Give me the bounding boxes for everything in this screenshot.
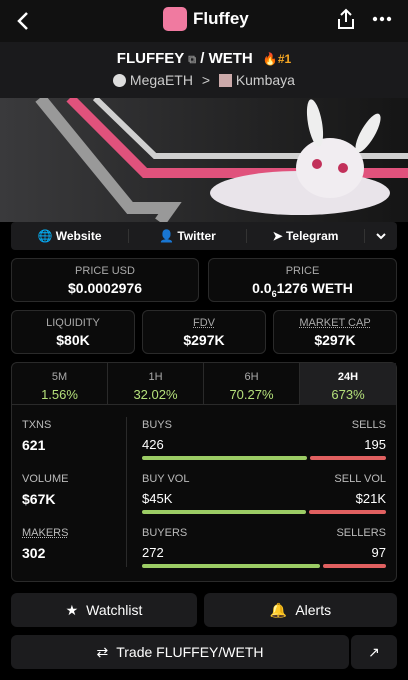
sell-label: SELLS <box>351 419 386 431</box>
link-text: Telegram <box>285 229 339 243</box>
label: PRICE USD <box>75 265 135 277</box>
price: PRICE 0.061276 WETH <box>208 258 397 302</box>
change: 32.02% <box>133 387 178 402</box>
row-total: $67K <box>22 491 56 507</box>
sell-label: SELLERS <box>336 527 386 539</box>
timeframe-tab[interactable]: 6H 70.27% <box>204 363 300 405</box>
pair-name: FLUFFEY ⧉ / WETH 🔥#1 <box>116 50 292 67</box>
sell-value: 97 <box>371 545 386 560</box>
button-text: Watchlist <box>86 602 143 618</box>
link-telegram[interactable]: ➤ Telegram <box>247 229 365 243</box>
row-label: TXNS <box>22 419 52 431</box>
buy-bar <box>142 510 307 514</box>
back-button[interactable] <box>16 11 30 31</box>
value: $297K <box>183 332 225 348</box>
change: 70.27% <box>229 387 274 402</box>
link-text: Website <box>55 229 102 243</box>
value: $297K <box>314 332 356 348</box>
button-text: Alerts <box>295 602 332 618</box>
chain: MegaETH <box>129 72 193 88</box>
zeros: 6 <box>271 288 277 299</box>
label: 1H <box>148 371 163 383</box>
links-expand[interactable] <box>375 232 387 240</box>
trade-button[interactable]: ⇄ Trade FLUFFEY/WETH <box>11 635 349 669</box>
sell-value: $21K <box>355 491 386 506</box>
row-label: VOLUME <box>22 473 69 485</box>
label: 6H <box>244 371 259 383</box>
label: FDV <box>193 317 215 329</box>
buy-bar <box>142 564 320 568</box>
timeframe-tab[interactable]: 1H 32.02% <box>108 363 204 405</box>
dex: Kumbaya <box>235 72 295 88</box>
top-bar: Fluffey <box>0 0 408 42</box>
separator: / <box>200 50 205 67</box>
button-text: Trade FLUFFEY/WETH <box>116 644 264 660</box>
row-label: MAKERS <box>22 527 69 539</box>
sell-label: SELL VOL <box>334 473 386 485</box>
stats-panel: 5M 1.56% 1H 32.02% 6H 70.27% 24H 673% TX… <box>11 362 397 582</box>
buy-label: BUY VOL <box>142 473 190 485</box>
link-twitter[interactable]: 👤 Twitter <box>129 229 247 243</box>
value: $0.0002976 <box>68 280 142 296</box>
price-usd: PRICE USD $0.0002976 <box>11 258 199 302</box>
title: Fluffey <box>193 9 249 28</box>
banner <box>0 98 408 222</box>
quote: WETH <box>208 50 253 67</box>
sell-value: 195 <box>364 437 386 452</box>
pair-info: FLUFFEY ⧉ / WETH 🔥#1 MegaETH > Kumbaya <box>0 42 408 98</box>
tail: 1276 WETH <box>276 280 353 296</box>
buy-label: BUYERS <box>142 527 188 539</box>
change: 1.56% <box>41 387 78 402</box>
label: 5M <box>51 371 68 383</box>
buy-label: BUYS <box>142 419 172 431</box>
label: PRICE <box>285 265 320 277</box>
sell-bar <box>310 456 386 460</box>
row-total: 302 <box>22 545 46 561</box>
lead: 0.0 <box>252 280 272 296</box>
external-button[interactable]: ↗ <box>351 635 397 669</box>
row-total: 621 <box>22 437 46 453</box>
value: 0.061276 WETH <box>209 280 396 299</box>
metric: FDV $297K <box>142 310 266 354</box>
share-button[interactable] <box>337 8 355 30</box>
label: LIQUIDITY <box>46 317 100 329</box>
links-bar: 🌐 Website 👤 Twitter ➤ Telegram <box>11 222 397 250</box>
metric: LIQUIDITY $80K <box>11 310 135 354</box>
token-logo <box>163 7 187 31</box>
more-button[interactable] <box>372 16 392 22</box>
change: 673% <box>331 387 365 402</box>
label: 24H <box>337 371 359 383</box>
timeframe-tab[interactable]: 5M 1.56% <box>12 363 108 405</box>
rank: 🔥#1 <box>262 52 292 66</box>
chain-dex: MegaETH > Kumbaya <box>0 72 408 88</box>
sell-bar <box>309 510 386 514</box>
link-text: Twitter <box>177 229 216 243</box>
timeframe-tab[interactable]: 24H 673% <box>300 363 396 405</box>
link-website[interactable]: 🌐 Website <box>11 229 129 243</box>
buy-value: 426 <box>142 437 164 452</box>
base: FLUFFEY <box>116 50 185 67</box>
rank-text: #1 <box>277 52 292 66</box>
buy-value: $45K <box>142 491 173 506</box>
watchlist-button[interactable]: ★ Watchlist <box>11 593 197 627</box>
value: $80K <box>56 332 90 348</box>
buy-value: 272 <box>142 545 164 560</box>
metric: MARKET CAP $297K <box>273 310 397 354</box>
buy-bar <box>142 456 308 460</box>
label: MARKET CAP <box>299 317 371 329</box>
sell-bar <box>322 564 386 568</box>
alerts-button[interactable]: 🔔 Alerts <box>204 593 397 627</box>
